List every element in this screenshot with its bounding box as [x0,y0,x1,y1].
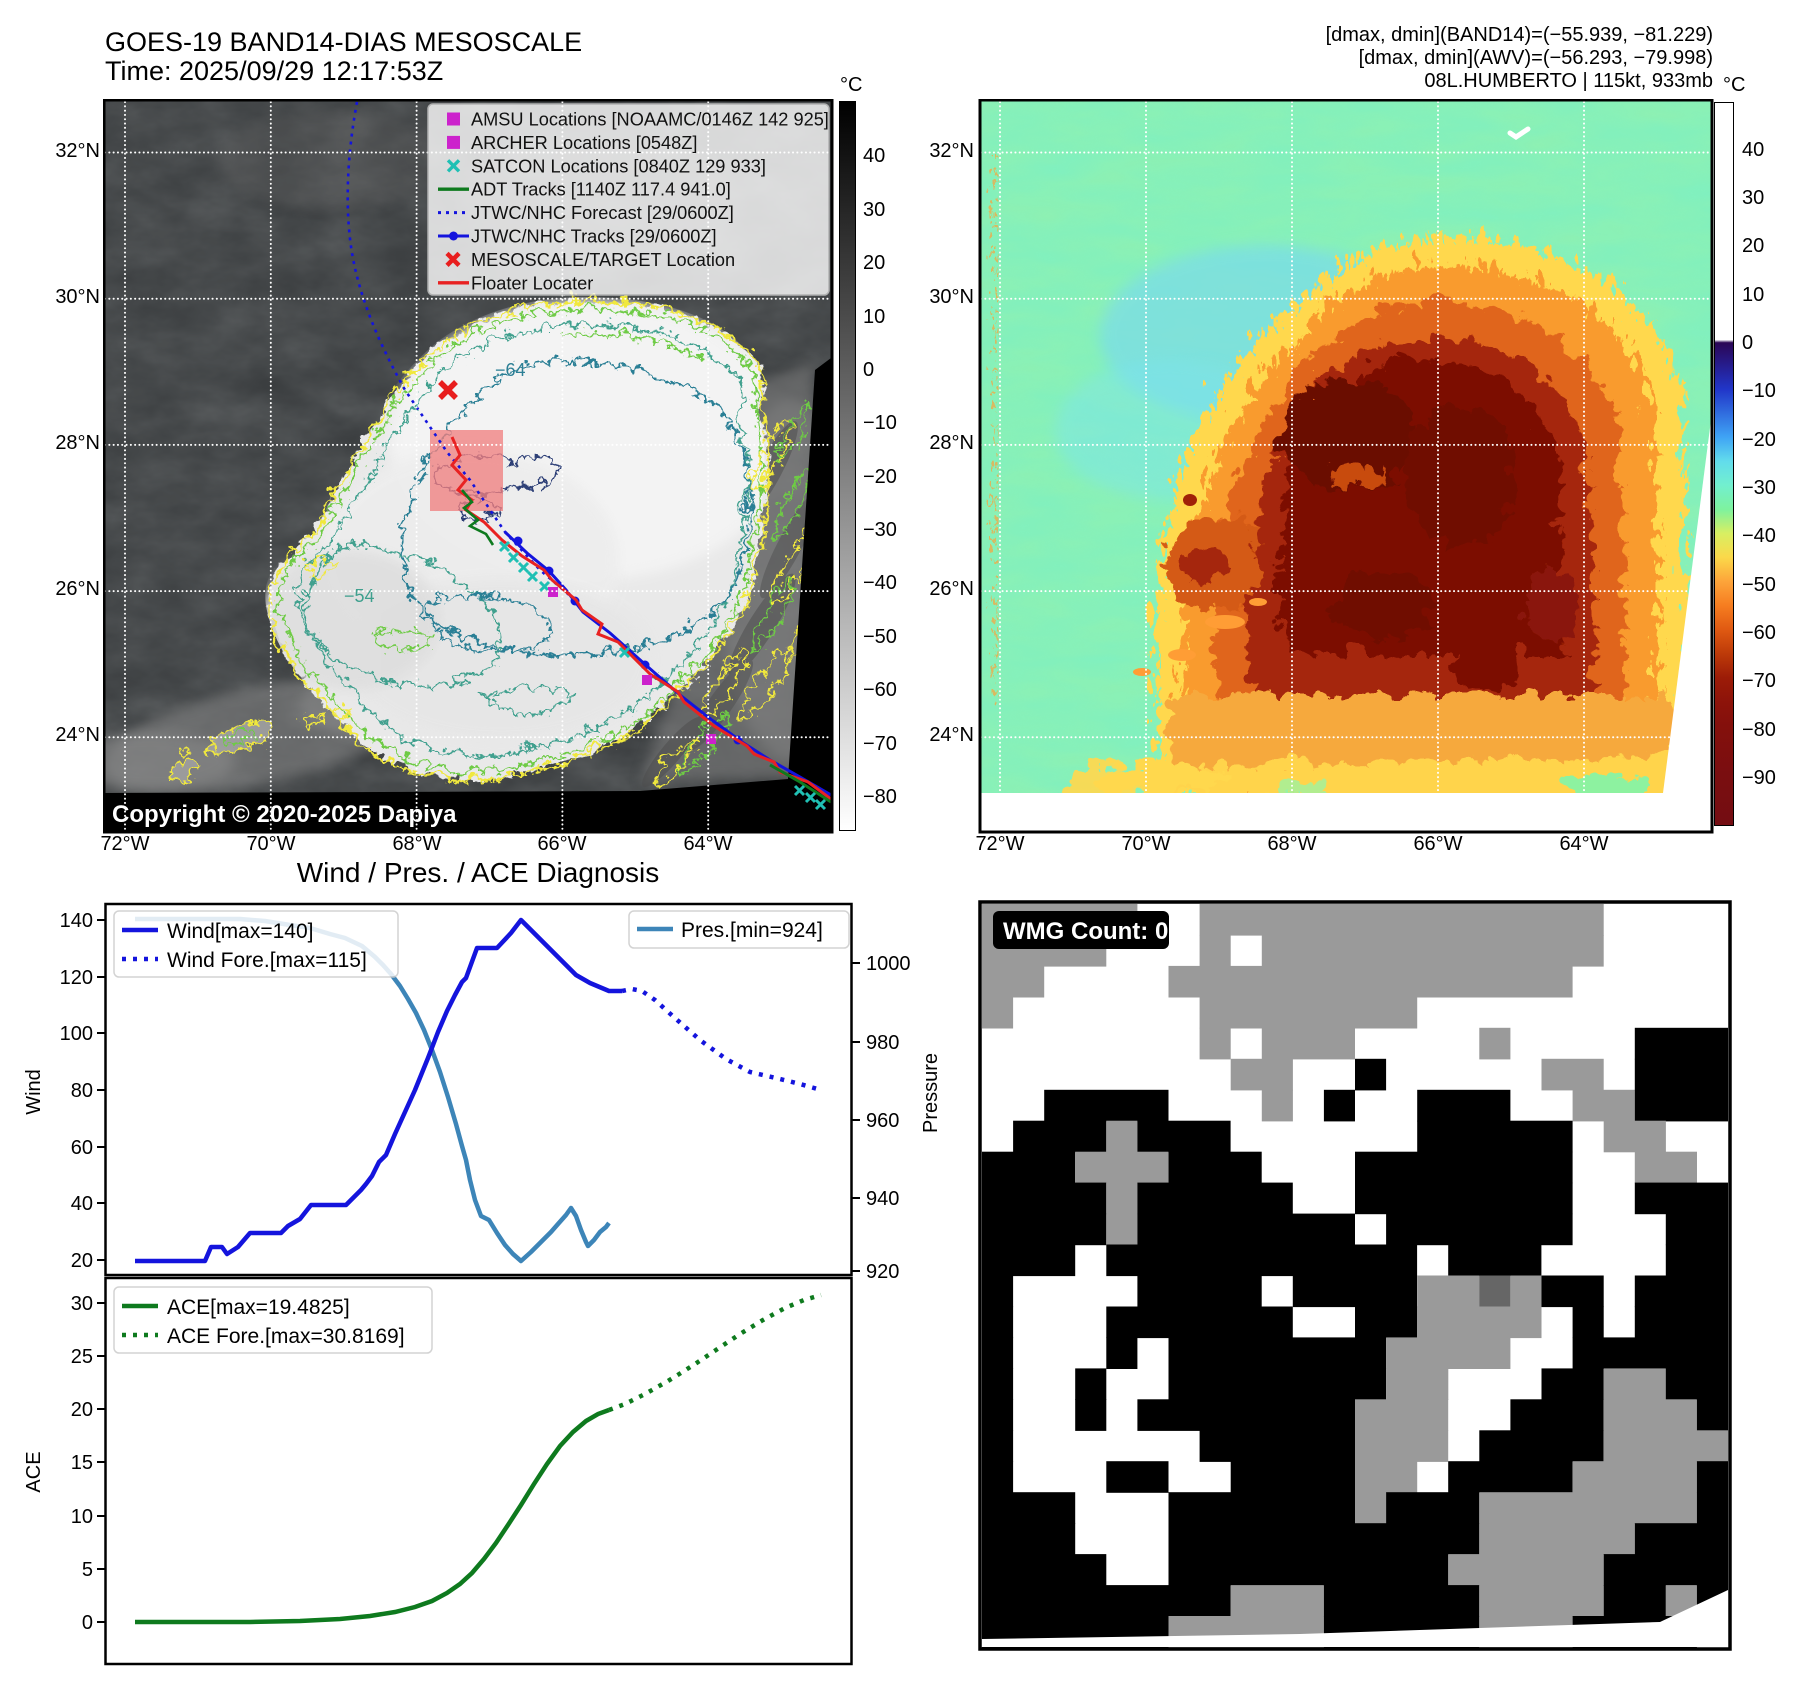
svg-text:1000: 1000 [866,953,911,975]
svg-text:Pressure: Pressure [920,1053,942,1133]
svg-text:60: 60 [71,1137,93,1159]
svg-text:10: 10 [71,1506,93,1528]
svg-text:ARCHER Locations [0548Z]: ARCHER Locations [0548Z] [471,133,697,153]
svg-text:AMSU Locations [NOAAMC/0146Z 1: AMSU Locations [NOAAMC/0146Z 142 925] [471,110,829,130]
svg-text:Wind / Pres. / ACE Diagnosis: Wind / Pres. / ACE Diagnosis [297,857,660,888]
svg-text:30: 30 [71,1293,93,1315]
svg-text:25: 25 [71,1346,93,1368]
svg-text:80: 80 [71,1080,93,1102]
svg-text:ACE: ACE [23,1451,45,1492]
svg-text:20: 20 [71,1399,93,1421]
svg-text:Floater Locater: Floater Locater [471,273,593,293]
svg-text:Pres.[min=924]: Pres.[min=924] [681,919,823,942]
svg-text:MESOSCALE/TARGET Location: MESOSCALE/TARGET Location [471,250,735,270]
svg-text:−64: −64 [495,360,526,380]
svg-text:920: 920 [866,1261,899,1283]
svg-text:Wind Fore.[max=115]: Wind Fore.[max=115] [167,949,367,972]
svg-text:ADT Tracks [1140Z 117.4 941.0]: ADT Tracks [1140Z 117.4 941.0] [471,180,731,200]
svg-text:15: 15 [71,1452,93,1474]
svg-text:960: 960 [866,1110,899,1132]
svg-text:5: 5 [82,1559,93,1581]
svg-text:Wind[max=140]: Wind[max=140] [167,920,314,943]
svg-text:940: 940 [866,1188,899,1210]
svg-text:WMG Count: 0: WMG Count: 0 [1003,918,1168,945]
svg-text:JTWC/NHC Forecast [29/0600Z]: JTWC/NHC Forecast [29/0600Z] [471,203,734,223]
svg-text:140: 140 [60,910,93,932]
svg-text:ACE Fore.[max=30.8169]: ACE Fore.[max=30.8169] [167,1325,405,1348]
svg-text:120: 120 [60,967,93,989]
svg-text:100: 100 [60,1023,93,1045]
svg-text:0: 0 [82,1612,93,1634]
svg-text:JTWC/NHC Tracks [29/0600Z]: JTWC/NHC Tracks [29/0600Z] [471,227,717,247]
svg-text:40: 40 [71,1193,93,1215]
svg-text:Copyright © 2020-2025 Dapiya: Copyright © 2020-2025 Dapiya [112,801,457,828]
svg-text:20: 20 [71,1250,93,1272]
svg-text:−54: −54 [344,586,375,606]
svg-text:ACE[max=19.4825]: ACE[max=19.4825] [167,1296,350,1319]
svg-text:Wind: Wind [23,1069,45,1115]
svg-text:980: 980 [866,1032,899,1054]
svg-text:SATCON Locations [0840Z 129 93: SATCON Locations [0840Z 129 933] [471,156,766,176]
